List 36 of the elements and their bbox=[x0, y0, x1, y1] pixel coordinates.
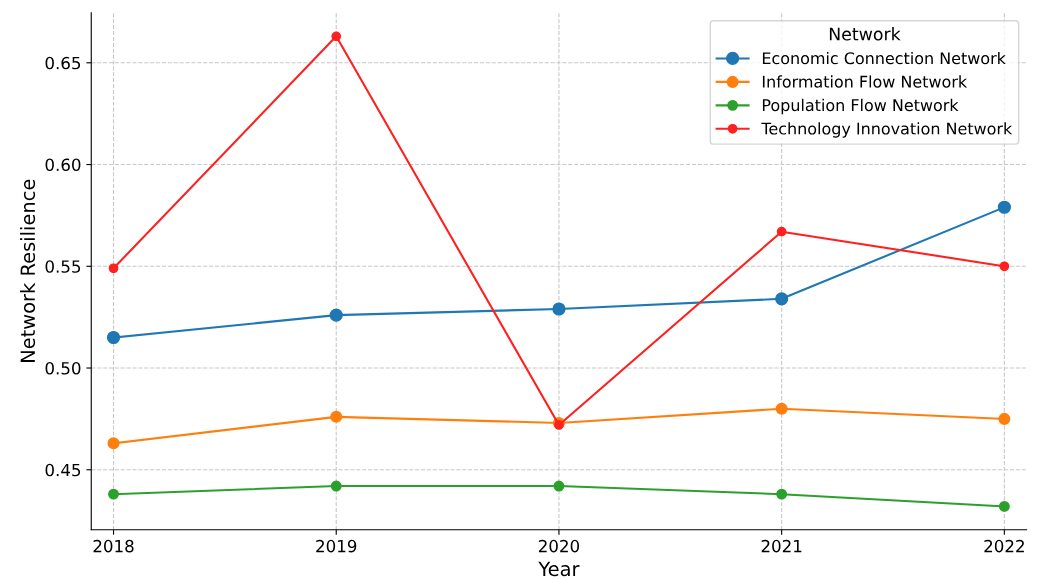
point bbox=[106, 330, 121, 345]
point bbox=[554, 420, 564, 430]
legend-title: Network bbox=[829, 27, 901, 41]
y-tick-label: 0.50 bbox=[45, 361, 81, 375]
point bbox=[553, 480, 565, 492]
point bbox=[108, 263, 119, 274]
legend-label: Information Flow Network bbox=[762, 75, 968, 88]
y-tick-label: 0.60 bbox=[45, 158, 81, 172]
point bbox=[108, 488, 119, 500]
point bbox=[999, 261, 1010, 272]
point bbox=[775, 292, 789, 306]
point bbox=[998, 500, 1010, 512]
point bbox=[330, 410, 343, 423]
y-axis-title: Network Resilience bbox=[20, 179, 36, 362]
y-tick-label: 0.55 bbox=[45, 260, 81, 273]
x-tick-label: 2022 bbox=[984, 539, 1024, 553]
y-tick-label: 0.65 bbox=[45, 56, 81, 70]
point bbox=[331, 31, 342, 42]
point bbox=[107, 437, 120, 450]
point bbox=[776, 488, 788, 500]
x-axis-title: Year bbox=[538, 561, 580, 577]
point bbox=[998, 412, 1011, 425]
y-tick-label: 0.45 bbox=[45, 463, 81, 477]
point bbox=[776, 226, 787, 237]
legend-label: Technology Innovation Network bbox=[761, 122, 1013, 138]
point bbox=[997, 200, 1011, 214]
point bbox=[329, 308, 343, 322]
x-tick-label: 2020 bbox=[538, 539, 580, 553]
legend-label: Economic Connection Network bbox=[762, 51, 1006, 65]
point bbox=[330, 480, 342, 492]
x-tick-label: 2021 bbox=[761, 539, 802, 553]
x-tick-label: 2018 bbox=[93, 539, 134, 553]
x-tick-label: 2019 bbox=[316, 539, 357, 553]
legend-label: Population Flow Network bbox=[762, 98, 959, 115]
point bbox=[775, 402, 788, 415]
point bbox=[552, 302, 566, 316]
